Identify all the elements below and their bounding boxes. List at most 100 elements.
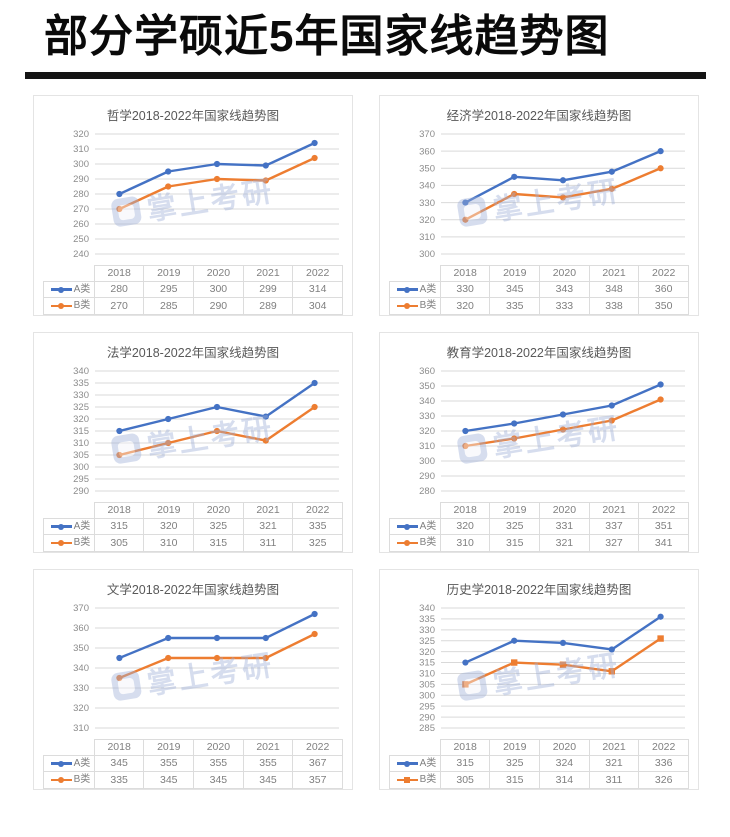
legend-key-cell: B类: [389, 534, 441, 552]
year-header-cell: 2020: [539, 265, 590, 283]
series-B类: [116, 404, 318, 459]
value-cell: 300: [193, 281, 244, 299]
value-cell: 315: [489, 771, 541, 789]
table-corner-cell: [390, 740, 441, 756]
y-axis-tick-label: 300: [73, 462, 89, 473]
year-header-cell: 2018: [93, 265, 145, 283]
y-axis-tick-label: 260: [73, 219, 89, 230]
chart-title: 文学2018-2022年国家线趋势图: [106, 583, 280, 598]
legend-label: A类: [73, 521, 91, 533]
table-corner-cell: [44, 266, 95, 282]
gridlines-and-axis: 300 310 320 330 340 350 360 370: [419, 129, 685, 260]
legend-key-cell: B类: [43, 534, 95, 552]
y-axis-tick-label: 285: [419, 723, 435, 734]
value-cell: 345: [193, 771, 244, 789]
year-header-cell: 2021: [242, 265, 294, 283]
data-point-marker: [657, 613, 664, 621]
legend-marker-icon: [58, 286, 65, 293]
legend-line: [50, 539, 72, 546]
value-cell: 270: [93, 297, 145, 315]
table-header-row: 2018 2019 2020 2021 2022: [44, 265, 343, 283]
legend-line: [50, 302, 72, 309]
data-point-marker: [213, 176, 221, 183]
data-point-marker: [165, 440, 172, 447]
series-row: A类 345 355 355 355 367: [43, 755, 343, 773]
line-chart-svg: 300 310 320 330 340 350 360 370: [419, 129, 685, 260]
data-point-marker: [213, 404, 221, 411]
value-cell: 320: [143, 518, 195, 536]
year-header-cell: 2018: [93, 502, 145, 520]
series-B类: [116, 631, 318, 682]
y-axis-tick-label: 325: [73, 402, 89, 413]
legend-line: [396, 523, 418, 530]
value-cell: 355: [193, 755, 244, 773]
data-point-marker: [559, 639, 567, 647]
series-line: [118, 141, 316, 196]
data-point-marker: [511, 173, 518, 181]
chart-plot-area: 290 295 300 305 310 315 320 325 330 335 340 掌上考研: [43, 363, 343, 501]
value-cell: 348: [588, 281, 640, 299]
value-cell: 285: [143, 297, 195, 315]
year-header-cell: 2019: [143, 265, 195, 283]
legend-line: [50, 286, 72, 293]
series-row: A类 320 325 331 337 351: [389, 518, 689, 536]
chart-plot-area: 280 290 300 310 320 330 340 350 360 掌上考研: [389, 363, 689, 501]
y-axis-tick-label: 305: [73, 450, 89, 461]
year-header-cell: 2018: [93, 739, 145, 757]
legend-key-cell: B类: [43, 771, 95, 789]
series-A类: [116, 140, 318, 198]
value-cell: 341: [638, 534, 689, 552]
year-header-cell: 2019: [489, 502, 541, 520]
data-point-marker: [657, 635, 664, 642]
data-point-marker: [559, 661, 567, 669]
page-title: 部分学硕近5年国家线趋势图: [44, 12, 610, 61]
series-line: [464, 615, 662, 664]
y-axis-tick-label: 310: [73, 144, 89, 155]
chart-panel: 历史学2018-2022年国家线趋势图 285 290 295 300 305 310 31…: [379, 569, 699, 791]
legend-label: A类: [419, 284, 437, 296]
gridlines-and-axis: 310 320 330 340 350 360 370: [73, 603, 339, 734]
chart-data-table: 2018 2019 2020 2021 2022 A类 315 320 325 321 335 B类 3…: [43, 502, 343, 552]
legend-label: B类: [73, 537, 91, 549]
table-corner-cell: [44, 503, 95, 519]
data-point-marker: [462, 428, 469, 435]
value-cell: 355: [242, 755, 294, 773]
data-point-marker: [559, 426, 567, 433]
y-axis-tick-label: 320: [419, 647, 435, 658]
year-header-cell: 2019: [143, 739, 195, 757]
series-A类: [462, 148, 664, 206]
data-point-marker: [608, 668, 615, 675]
y-axis-tick-label: 300: [73, 159, 89, 170]
value-cell: 345: [93, 755, 145, 773]
data-point-marker: [511, 435, 518, 442]
series-A类: [116, 611, 318, 662]
data-point-marker: [657, 381, 664, 388]
legend-label: A类: [419, 758, 437, 770]
series-row: A类 330 345 343 348 360: [389, 281, 689, 299]
table-corner-cell: [390, 503, 441, 519]
y-axis-tick-label: 290: [73, 486, 89, 497]
data-point-marker: [262, 177, 269, 184]
year-header-cell: 2022: [638, 265, 689, 283]
data-point-marker: [608, 168, 615, 176]
chart-data-table: 2018 2019 2020 2021 2022 A类 315 325 324 321 336 B类 3…: [389, 739, 689, 789]
series-row: B类 305 315 314 311 326: [389, 771, 689, 789]
y-axis-tick-label: 350: [73, 643, 89, 654]
y-axis-tick-label: 340: [419, 181, 435, 192]
y-axis-tick-label: 295: [73, 474, 89, 485]
y-axis-tick-label: 350: [419, 381, 435, 392]
y-axis-tick-label: 370: [73, 603, 89, 614]
data-point-marker: [608, 185, 615, 193]
data-point-marker: [511, 659, 518, 666]
line-chart-svg: 310 320 330 340 350 360 370: [73, 603, 339, 734]
data-point-marker: [462, 659, 469, 666]
y-axis-tick-label: 290: [73, 174, 89, 185]
value-cell: 314: [292, 281, 343, 299]
value-cell: 311: [588, 771, 640, 789]
legend-label: B类: [73, 774, 91, 786]
data-point-marker: [559, 411, 567, 418]
legend-marker-icon: [404, 760, 411, 767]
data-point-marker: [511, 420, 518, 427]
chart-plot-area: 300 310 320 330 340 350 360 370 掌上考研: [389, 126, 689, 264]
legend-label: B类: [419, 537, 437, 549]
